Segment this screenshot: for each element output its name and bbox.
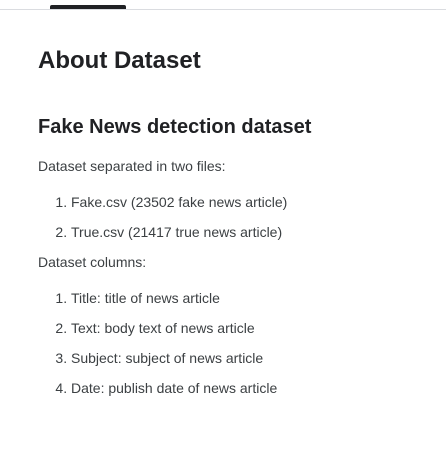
top-tab-bar [0,0,446,10]
section-heading: Fake News detection dataset [38,116,312,138]
columns-intro-text: Dataset columns: [38,254,147,270]
list-item: Date: publish date of news article [71,378,438,398]
list-item: True.csv (21417 true news article) [71,222,438,242]
list-item: Subject: subject of news article [71,348,438,368]
active-tab-indicator [50,5,126,9]
dataset-description: About Dataset Fake News detection datase… [38,44,438,408]
page-title: About Dataset [38,47,201,74]
list-item: Fake.csv (23502 fake news article) [71,192,438,212]
list-item: Text: body text of news article [71,318,438,338]
files-intro-text: Dataset separated in two files: [38,158,226,174]
list-item: Title: title of news article [71,288,438,308]
files-list: Fake.csv (23502 fake news article) True.… [38,192,438,242]
columns-list: Title: title of news article Text: body … [38,288,438,398]
